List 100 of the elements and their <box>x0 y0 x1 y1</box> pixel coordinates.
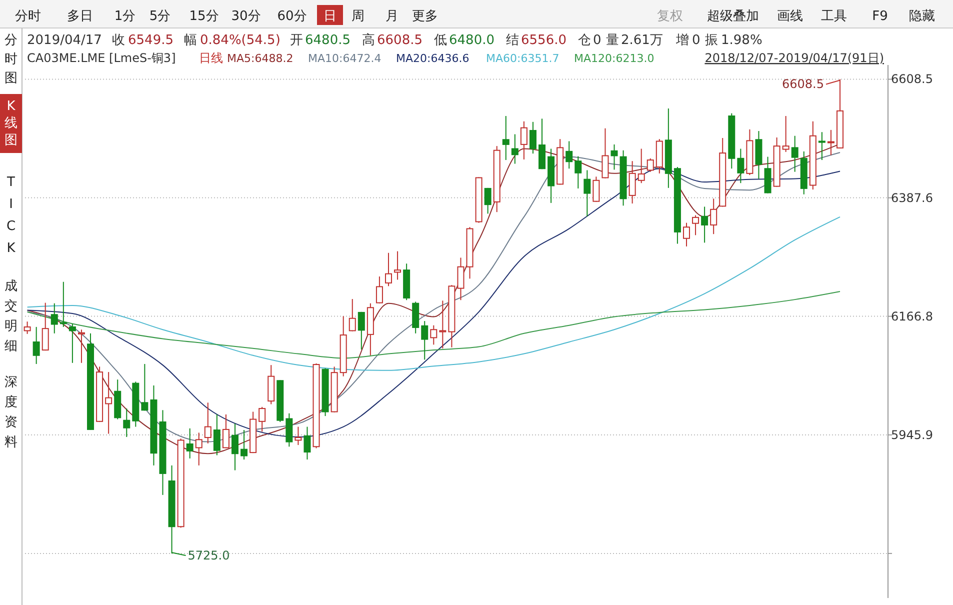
text: 周 <box>352 9 364 24</box>
candlestick <box>602 128 609 179</box>
candlestick <box>186 428 194 459</box>
text: 分时 <box>15 9 41 24</box>
candlestick <box>24 321 31 334</box>
candlestick <box>737 148 744 184</box>
candlestick <box>701 206 708 244</box>
text: 深度资料 <box>4 375 18 450</box>
candlestick <box>60 281 67 328</box>
text: CA03ME.LME [LmeS-铜3] <box>27 51 176 65</box>
text: 高 <box>362 32 375 48</box>
text: 仓 <box>578 33 591 48</box>
candlestick <box>294 426 302 446</box>
text: 量 <box>606 33 619 48</box>
text: 6549.5 <box>128 33 174 48</box>
candlestick <box>213 414 220 456</box>
candlestick <box>421 320 428 360</box>
candlestick <box>78 329 85 364</box>
text: 工具 <box>821 9 847 24</box>
text: 振 <box>705 33 718 48</box>
text: 多日 <box>67 9 93 24</box>
text: 画线 <box>777 9 803 24</box>
text: MA10:6472.4 <box>308 52 382 65</box>
text: MA20:6436.6 <box>396 52 470 65</box>
annotation: 5725.0 <box>188 548 230 562</box>
text: 幅 <box>184 33 197 48</box>
text: 超级叠加 <box>707 9 759 24</box>
y-tick-label: 6608.5 <box>891 72 933 86</box>
candlestick <box>222 414 230 449</box>
text: 5分 <box>149 9 171 24</box>
text: 日线 <box>199 51 223 65</box>
candlestick <box>286 412 293 448</box>
text: MA5:6488.2 <box>227 52 294 65</box>
text: 1.98% <box>721 33 762 48</box>
candlestick <box>610 144 618 170</box>
candlestick <box>502 115 510 161</box>
text: 复权 <box>657 9 683 24</box>
candlestick <box>68 323 76 364</box>
text: 成交明细 <box>4 279 18 354</box>
candlestick <box>376 276 383 304</box>
text: 15分 <box>189 9 219 24</box>
text: 2019/04/17 <box>27 33 102 48</box>
candlestick <box>710 198 718 235</box>
candlestick <box>638 148 645 184</box>
candlestick <box>430 324 438 346</box>
text: MA60:6351.7 <box>486 52 560 65</box>
candlestick <box>628 160 636 204</box>
candlestick <box>204 402 212 444</box>
candlestick <box>385 252 392 287</box>
text: 分时图 <box>4 33 18 86</box>
text: 6608.5 <box>377 33 422 48</box>
text: 6480.0 <box>449 33 494 48</box>
candlestick <box>484 187 492 214</box>
line-series <box>26 216 840 371</box>
text: 更多 <box>412 9 438 24</box>
text: 低 <box>434 33 447 48</box>
text: 开 <box>290 33 303 48</box>
candlestick <box>520 120 528 160</box>
candlestick <box>646 158 654 172</box>
y-tick-label: 6387.6 <box>891 190 933 205</box>
candlestick <box>566 140 573 170</box>
text: 1分 <box>114 9 136 24</box>
candlestick <box>105 372 112 434</box>
text: 收 <box>112 33 125 48</box>
text: 30分 <box>231 9 261 24</box>
candlestick <box>592 176 600 202</box>
candlestick <box>439 300 446 349</box>
text: 增 <box>675 33 689 48</box>
candlestick <box>358 311 365 350</box>
candlestick <box>42 302 49 352</box>
annotation: 6608.5 <box>782 77 824 92</box>
text: 6556.0 <box>521 33 566 48</box>
text: 0 <box>692 33 700 48</box>
text: 60分 <box>277 9 307 24</box>
text: TICK <box>6 175 16 256</box>
candlestick <box>304 426 311 460</box>
text: 0.84%(54.5) <box>200 33 280 48</box>
y-tick-label: 5945.9 <box>891 428 933 442</box>
candlestick <box>231 423 238 471</box>
candlestick <box>258 406 266 432</box>
candlestick <box>584 170 591 217</box>
text: 结 <box>506 33 519 48</box>
text: 月 <box>386 9 398 24</box>
candlestick <box>348 298 356 332</box>
candlestick <box>240 429 248 460</box>
candlestick <box>394 250 402 280</box>
candlestick <box>511 134 518 164</box>
text: 2.61万 <box>621 33 663 48</box>
candlestick <box>538 118 546 170</box>
text: MA120:6213.0 <box>574 52 654 65</box>
candlestick <box>141 363 148 412</box>
text: K线图 <box>4 99 18 148</box>
candlestick <box>50 302 58 334</box>
y-tick-label: 6166.8 <box>891 309 933 324</box>
candlestick <box>682 222 690 247</box>
candlestick <box>529 121 536 154</box>
text: 日 <box>324 9 336 24</box>
candlestick <box>195 432 202 466</box>
candlestick <box>692 214 700 236</box>
candlestick <box>782 115 790 152</box>
